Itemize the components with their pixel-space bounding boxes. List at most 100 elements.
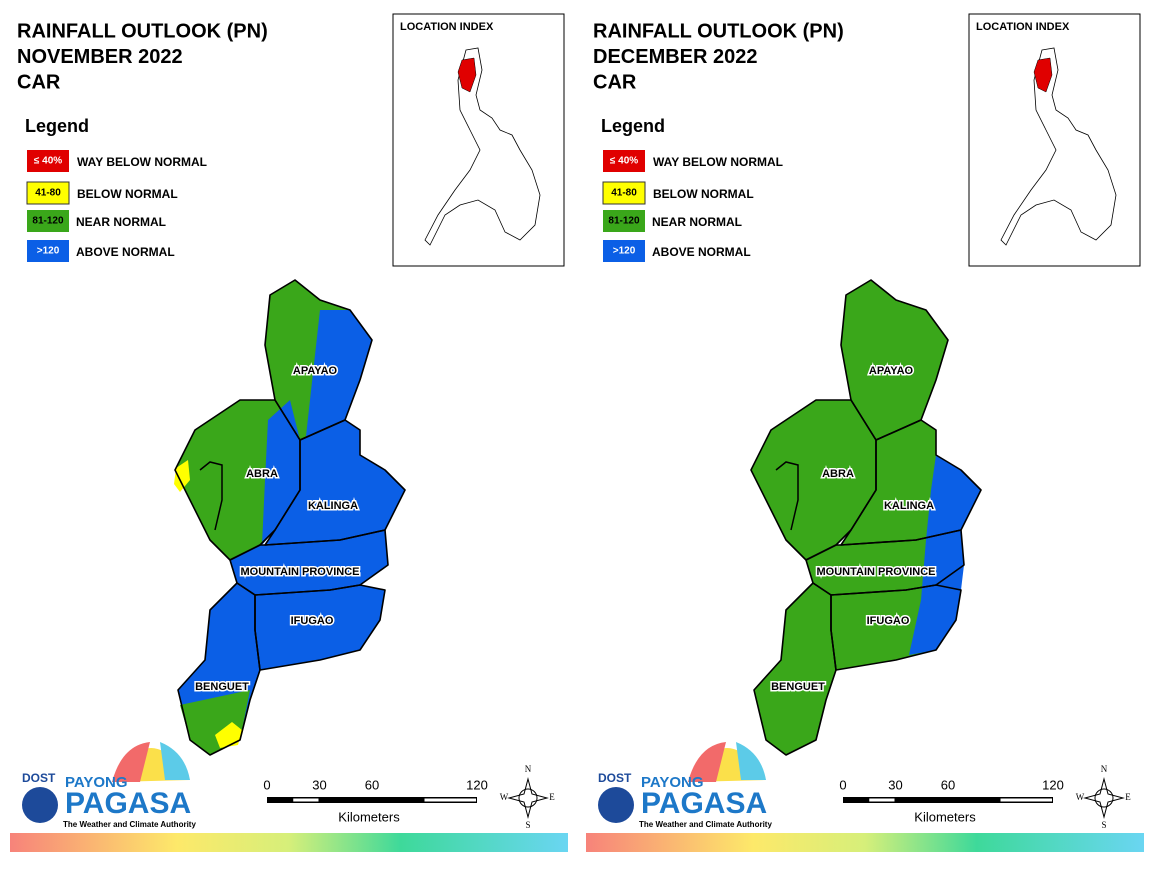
- province-label: ABRA: [822, 468, 854, 480]
- compass-letter: S: [525, 820, 530, 830]
- legend-title: Legend: [25, 116, 89, 136]
- legend-label: 41-80: [611, 188, 637, 199]
- scale-bar: [843, 797, 1053, 803]
- scale-bar: [267, 797, 477, 803]
- legend-text: WAY BELOW NORMAL: [77, 155, 207, 169]
- legend-text: WAY BELOW NORMAL: [653, 155, 783, 169]
- province-border: [174, 399, 301, 561]
- scale-label: 30: [888, 777, 902, 792]
- outlook-zone: [300, 310, 372, 490]
- province-label: APAYAO: [293, 365, 338, 377]
- compass-letter: E: [1125, 792, 1131, 802]
- umbrella-left: [688, 742, 726, 782]
- compass-rose: [507, 777, 549, 819]
- province-border: [264, 279, 373, 441]
- river: [199, 461, 223, 531]
- compass-ring: [518, 788, 538, 808]
- legend-label: ≤ 40%: [610, 156, 638, 167]
- car-region: [1033, 57, 1053, 93]
- province-label: MOUNTAIN PROVINCE: [817, 566, 936, 578]
- province: [230, 530, 388, 595]
- umbrella-right: [736, 742, 766, 780]
- province-label: IFUGAO: [291, 615, 334, 627]
- logo-brand: PAYONG: [65, 774, 128, 791]
- scale-unit: Kilometers: [914, 809, 976, 824]
- map-panel: RAINFALL OUTLOOK (PN) NOVEMBER 2022 CAR Leg…: [10, 13, 568, 852]
- province-border: [264, 419, 406, 546]
- province-border: [177, 582, 261, 756]
- umbrella-left: [112, 742, 150, 782]
- scale-label: 60: [941, 777, 955, 792]
- province-border: [753, 582, 837, 756]
- legend-swatch: [603, 150, 645, 172]
- legend-text: NEAR NORMAL: [76, 215, 166, 229]
- logo-brand: PAYONG: [641, 774, 704, 791]
- legend-swatch: [27, 210, 69, 232]
- logo-name: PAGASA: [641, 787, 767, 820]
- legend-swatch: [603, 210, 645, 232]
- legend-swatch: [26, 181, 70, 205]
- province: [751, 400, 876, 560]
- legend-text: NEAR NORMAL: [652, 215, 742, 229]
- logo-emblem: [22, 787, 58, 823]
- province: [255, 585, 385, 670]
- compass-letter: E: [549, 792, 555, 802]
- river: [775, 461, 799, 531]
- scale-label: 120: [466, 777, 488, 792]
- outlook-zone: [909, 455, 981, 655]
- logo-agency: DOST: [22, 771, 56, 785]
- map-panel: RAINFALL OUTLOOK (PN) DECEMBER 2022 CAR Leg…: [586, 13, 1144, 852]
- province-border: [840, 279, 949, 441]
- legend-text: BELOW NORMAL: [653, 187, 754, 201]
- philippines-outline: [1000, 47, 1117, 246]
- scale-segment: [1000, 798, 1052, 802]
- legend-swatch: [27, 150, 69, 172]
- province-border: [750, 399, 877, 561]
- legend-label: 81-120: [608, 216, 640, 227]
- color-strip: [586, 833, 1144, 852]
- title-line: NOVEMBER 2022: [17, 46, 183, 68]
- compass-letter: W: [500, 792, 509, 802]
- color-strip: [10, 833, 568, 852]
- compass-ring: [1094, 788, 1114, 808]
- title-line: DECEMBER 2022: [593, 46, 758, 68]
- legend-title: Legend: [601, 116, 665, 136]
- scale-label: 120: [1042, 777, 1064, 792]
- legend-label: 81-120: [32, 216, 64, 227]
- compass-letter: S: [1101, 820, 1106, 830]
- legend-text: ABOVE NORMAL: [76, 245, 175, 259]
- province-label: BENGUET: [195, 681, 249, 693]
- logo-emblem: [598, 787, 634, 823]
- scale-label: 0: [263, 777, 270, 792]
- legend-text: BELOW NORMAL: [77, 187, 178, 201]
- location-index-title: LOCATION INDEX: [976, 21, 1070, 33]
- title-line: CAR: [593, 71, 637, 93]
- legend-swatch: [27, 240, 69, 262]
- umbrella-right: [160, 742, 190, 780]
- legend-swatch: [602, 181, 646, 205]
- province-label: KALINGA: [308, 500, 358, 512]
- province-label: ABRA: [246, 468, 278, 480]
- logo-agency: DOST: [598, 771, 632, 785]
- location-index-title: LOCATION INDEX: [400, 21, 494, 33]
- legend-text: ABOVE NORMAL: [652, 245, 751, 259]
- title-line: CAR: [17, 71, 61, 93]
- province-label: MOUNTAIN PROVINCE: [241, 566, 360, 578]
- legend-label: ≤ 40%: [34, 156, 62, 167]
- scale-label: 0: [839, 777, 846, 792]
- legend-label: >120: [613, 246, 636, 257]
- province-label: BENGUET: [771, 681, 825, 693]
- outlook-zone: [174, 460, 190, 492]
- logo-tagline: The Weather and Climate Authority: [639, 820, 772, 829]
- outlook-zone: [262, 400, 300, 545]
- scale-label: 30: [312, 777, 326, 792]
- logo-name: PAGASA: [65, 787, 191, 820]
- province: [754, 583, 836, 755]
- compass-rose: [1083, 777, 1125, 819]
- legend-label: 41-80: [35, 188, 61, 199]
- title-line: RAINFALL OUTLOOK (PN): [593, 20, 844, 42]
- province-label: KALINGA: [884, 500, 934, 512]
- scale-segment: [424, 798, 476, 802]
- logo-tagline: The Weather and Climate Authority: [63, 820, 196, 829]
